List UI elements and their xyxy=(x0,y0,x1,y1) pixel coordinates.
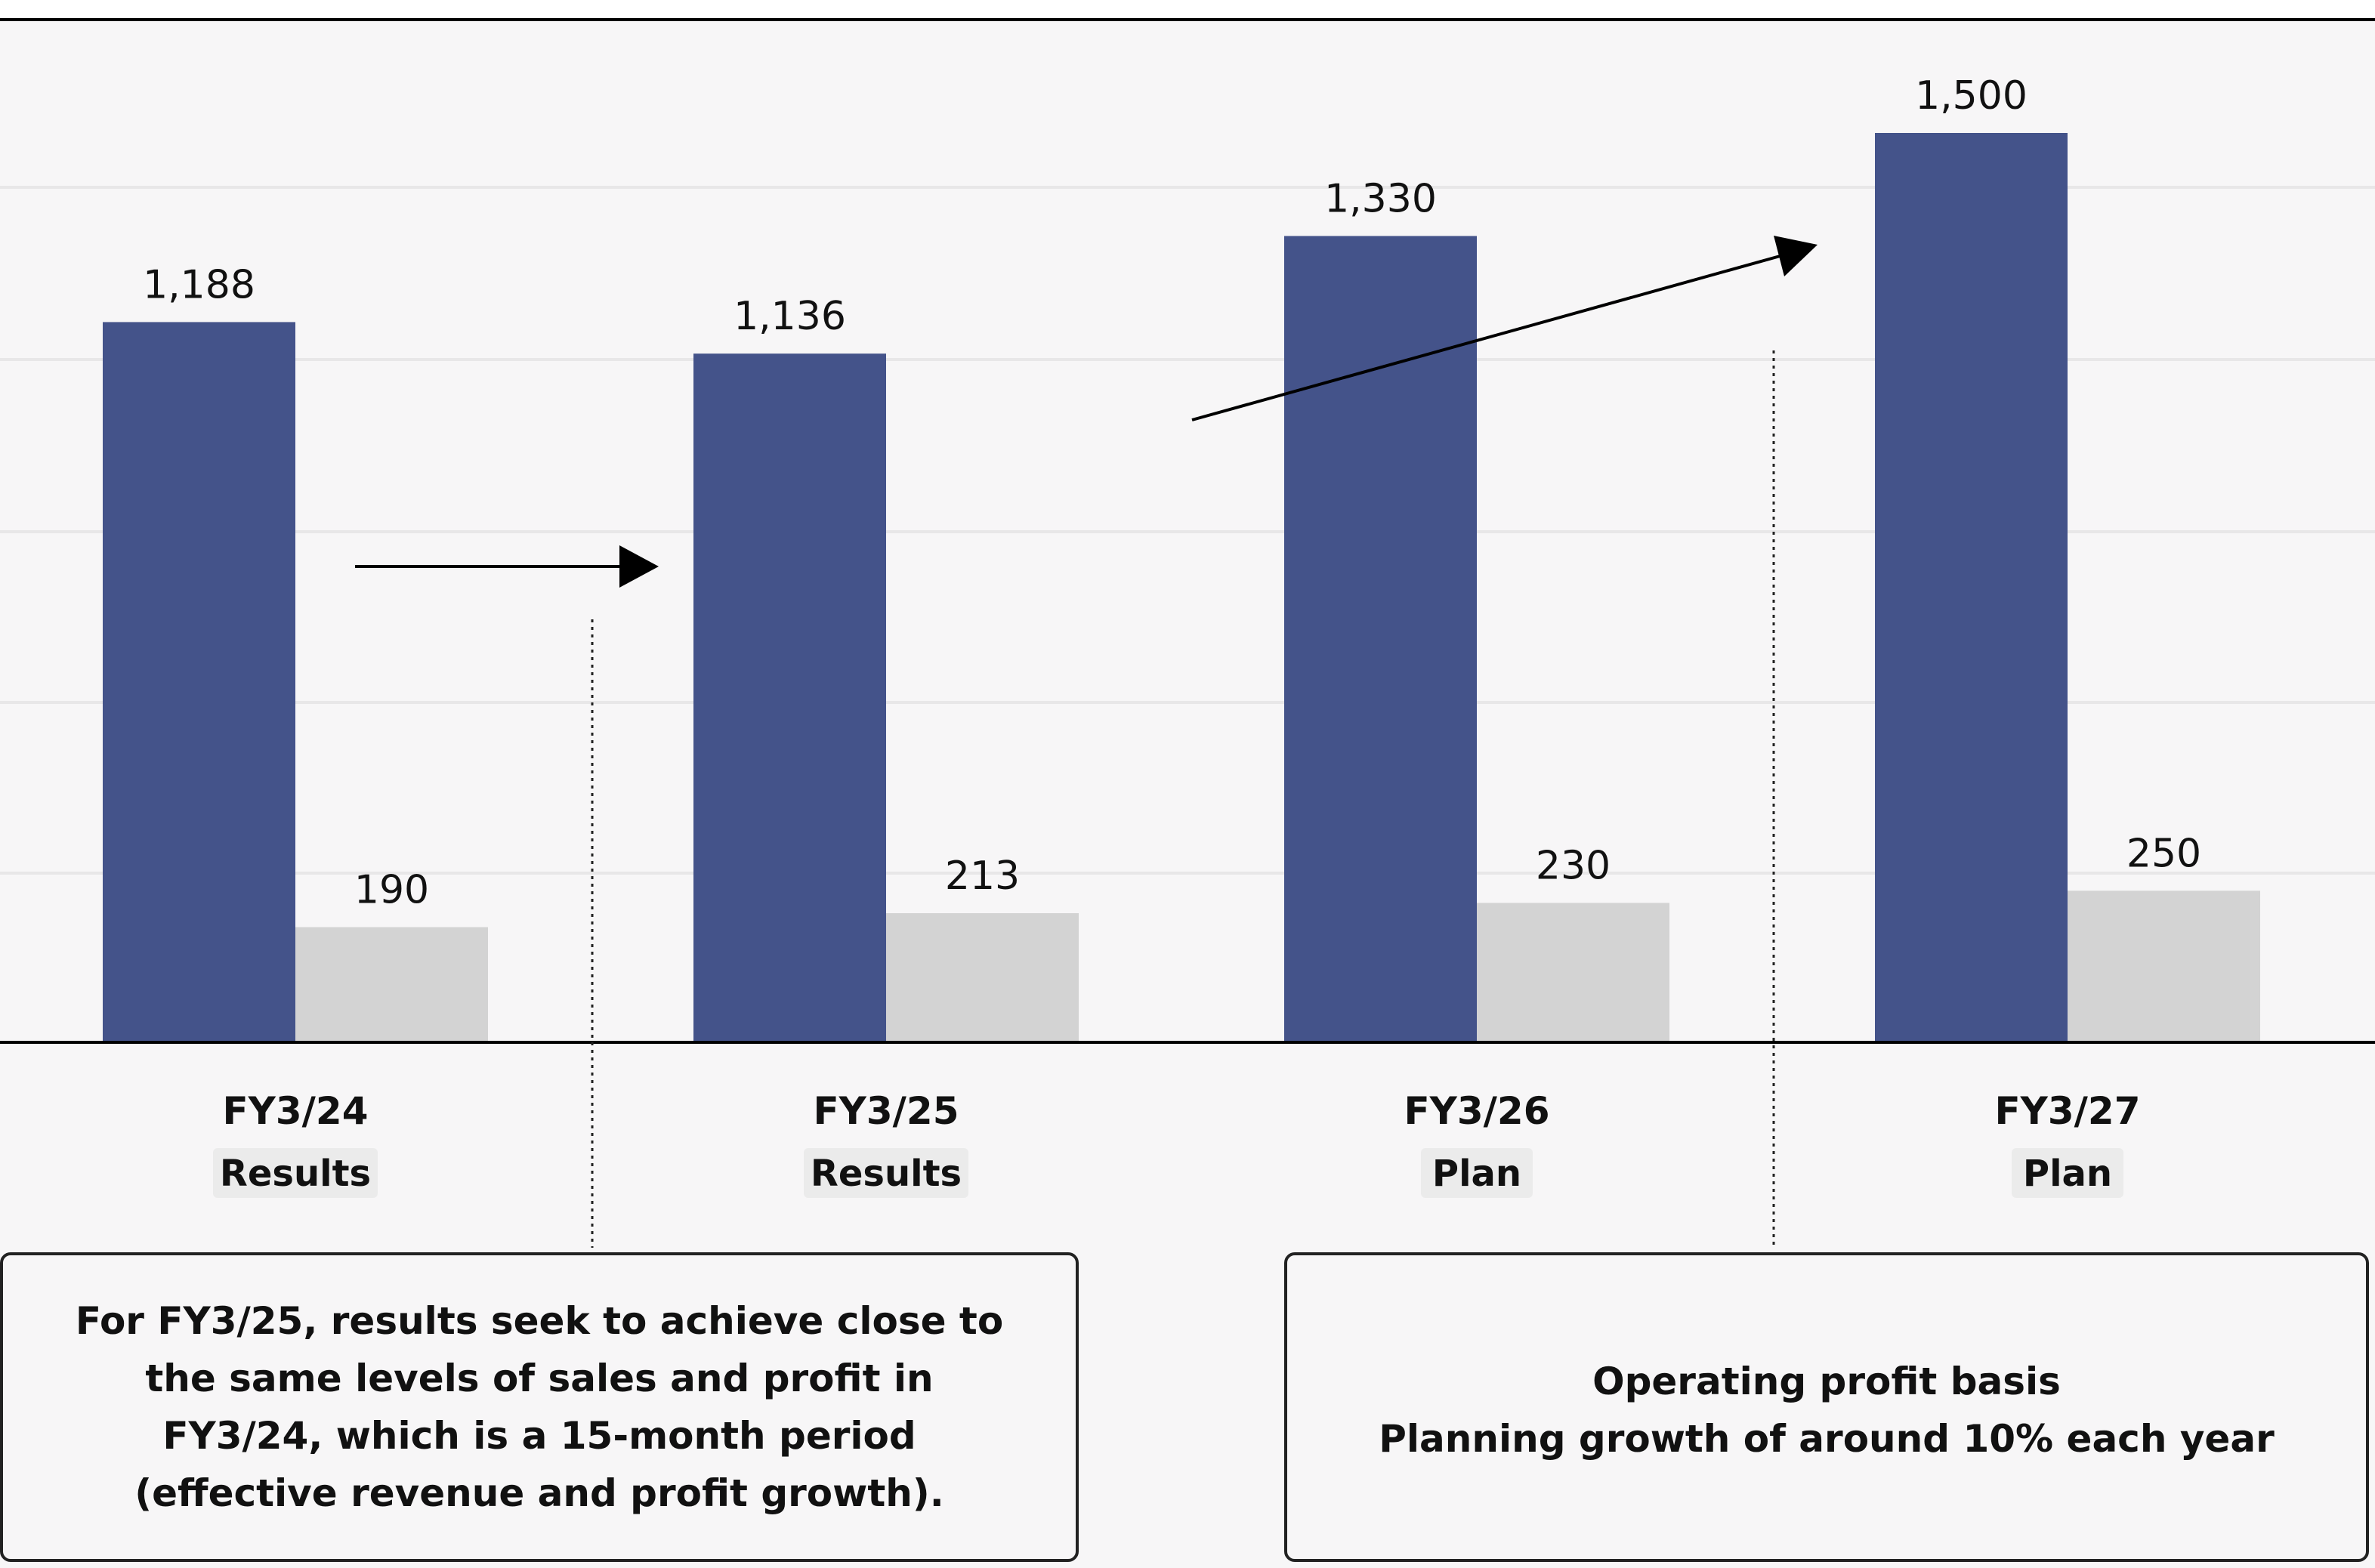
note-line: Operating profit basis xyxy=(1592,1360,2061,1403)
category-badge xyxy=(213,1148,378,1198)
data-label: 230 xyxy=(1536,843,1611,888)
category-badge-label: Plan xyxy=(2023,1153,2112,1195)
note-line: FY3/24, which is a 15-month period xyxy=(162,1414,916,1458)
category-label: FY3/26 xyxy=(1404,1089,1550,1133)
bar-secondary xyxy=(2068,890,2260,1042)
bar-secondary xyxy=(886,913,1079,1042)
bar-secondary xyxy=(295,927,488,1042)
note-box-left: For FY3/25, results seek to achieve clos… xyxy=(0,1252,1079,1562)
category-badge xyxy=(1421,1148,1533,1198)
bar-primary xyxy=(103,322,295,1042)
bars: 1,188 190 1,136 213 1,330 230 1,500 250 xyxy=(103,73,2260,1042)
category-labels: FY3/24 Results FY3/25 Results FY3/26 Plan FY3/… xyxy=(213,1089,2141,1198)
note-line: the same levels of sales and profit in xyxy=(145,1357,933,1400)
category-label: FY3/25 xyxy=(814,1089,959,1133)
note-box-right: Operating profit basis Planning growth o… xyxy=(1284,1252,2369,1562)
category-badge-label: Results xyxy=(811,1153,962,1195)
category-badge xyxy=(804,1148,968,1198)
bar-primary xyxy=(1875,133,2068,1042)
data-label: 1,500 xyxy=(1915,73,2028,119)
note-line: (effective revenue and profit growth). xyxy=(134,1471,944,1515)
category-label: FY3/24 xyxy=(223,1089,369,1133)
arrow-flat xyxy=(355,545,659,588)
note-line: Planning growth of around 10% each year xyxy=(1379,1417,2275,1461)
data-label: 1,330 xyxy=(1324,176,1437,221)
data-label: 250 xyxy=(2126,831,2201,876)
note-line: For FY3/25, results seek to achieve clos… xyxy=(76,1299,1003,1343)
data-label: 190 xyxy=(354,867,429,912)
data-label: 1,188 xyxy=(143,262,255,307)
bar-primary xyxy=(1284,236,1477,1042)
category-badge-label: Results xyxy=(220,1153,371,1195)
category-label: FY3/27 xyxy=(1995,1089,2141,1133)
bar-primary xyxy=(693,353,886,1042)
data-label: 213 xyxy=(945,853,1020,899)
bar-secondary xyxy=(1477,903,1669,1042)
arrow-growth xyxy=(1191,236,1818,421)
category-badge xyxy=(2012,1148,2123,1198)
data-label: 1,136 xyxy=(734,294,846,339)
category-badge-label: Plan xyxy=(1432,1153,1521,1195)
